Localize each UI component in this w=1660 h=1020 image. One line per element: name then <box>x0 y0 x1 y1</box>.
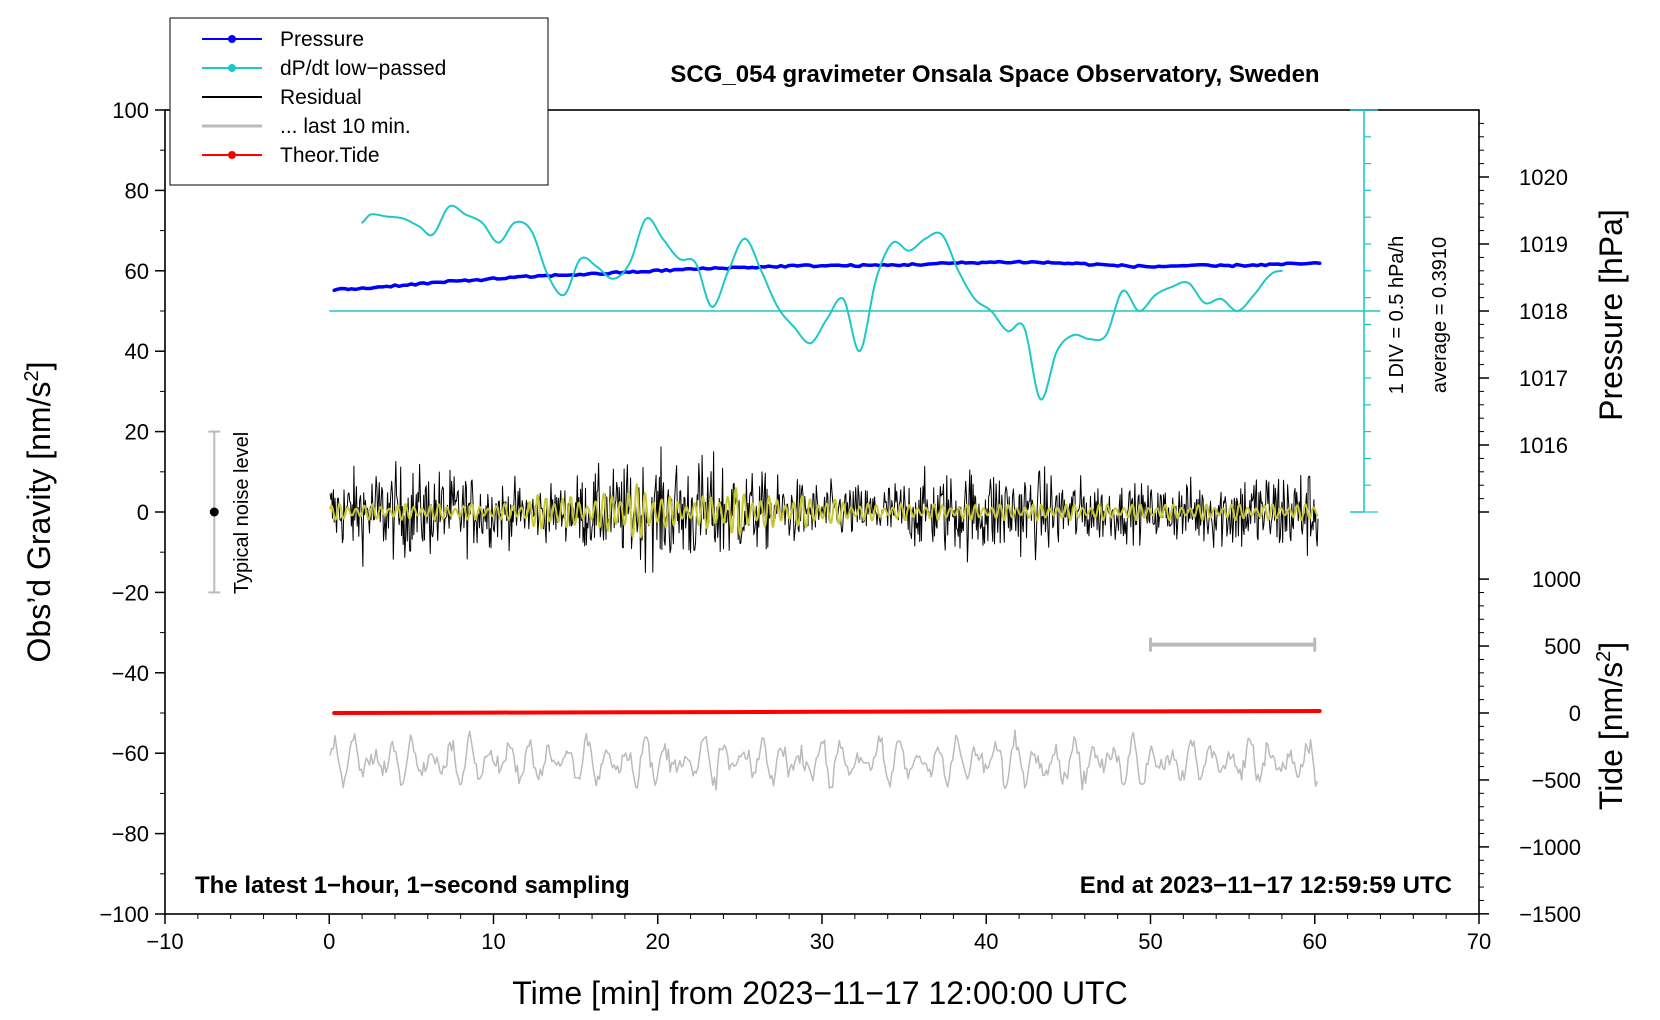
pressure-tick-label: 1019 <box>1519 232 1568 257</box>
x-tick-label: 20 <box>646 929 670 954</box>
y-tick-label: 20 <box>125 420 149 445</box>
y-tick-label: 80 <box>125 178 149 203</box>
legend-label: Theor.Tide <box>280 144 380 167</box>
legend: Pressure dP/dt low−passed Residual ... last… <box>169 17 549 186</box>
legend-marker <box>228 64 236 72</box>
y-tick-label: −60 <box>112 741 149 766</box>
chart-title: SCG_054 gravimeter Onsala Space Observat… <box>670 61 1319 88</box>
end-time-annotation: End at 2023−11−17 12:59:59 UTC <box>1080 872 1452 899</box>
pressure-series <box>332 259 1322 293</box>
legend-marker <box>228 35 236 43</box>
noise-level-label: Typical noise level <box>231 432 253 594</box>
tide-axis-title: Tide [nm/s2] <box>1593 642 1629 810</box>
tide-series <box>332 709 1322 715</box>
x-tick-label: 60 <box>1303 929 1327 954</box>
tick-layer: −10 0 10 20 30 40 50 60 70−100−80−60−40−20020406… <box>99 98 1581 954</box>
pressure-tick-label: 1018 <box>1519 299 1568 324</box>
y-tick-label: 0 <box>137 500 149 525</box>
pressure-tick-label: 1016 <box>1519 433 1568 458</box>
y-tick-label: −40 <box>112 661 149 686</box>
pressure-axis-title: Pressure [hPa] <box>1593 209 1629 421</box>
tide-tick-label: 0 <box>1569 701 1581 726</box>
tide-tick-label: −1500 <box>1519 902 1581 927</box>
x-axis-title: Time [min] from 2023−11−17 12:00:00 UTC <box>512 975 1127 1011</box>
pressure-tick-label: 1020 <box>1519 165 1568 190</box>
x-tick-label: 0 <box>323 929 335 954</box>
pressure-tick-label: 1017 <box>1519 366 1568 391</box>
tide-tick-label: −500 <box>1531 768 1581 793</box>
last10-series <box>329 729 1318 791</box>
scale-bar-division-label: 1 DIV = 0.5 hPa/h <box>1386 236 1408 394</box>
sampling-annotation: The latest 1−hour, 1−second sampling <box>195 872 630 899</box>
legend-marker <box>228 151 236 159</box>
y-tick-label: −20 <box>112 580 149 605</box>
legend-label: dP/dt low−passed <box>280 57 446 80</box>
x-tick-label: 50 <box>1138 929 1162 954</box>
y-tick-label: −100 <box>99 902 149 927</box>
y-tick-label: 60 <box>125 259 149 284</box>
dpdt-series <box>361 204 1283 401</box>
legend-label: Residual <box>280 86 362 109</box>
y-tick-label: 100 <box>112 98 149 123</box>
noise-level-center <box>209 507 219 517</box>
legend-label: ... last 10 min. <box>280 115 411 138</box>
x-tick-label: 30 <box>810 929 834 954</box>
scale-bar-average-label: average = 0.3910 <box>1429 237 1451 393</box>
y-tick-label: 40 <box>125 339 149 364</box>
tide-tick-label: −1000 <box>1519 835 1581 860</box>
data-layer <box>208 109 1381 791</box>
y-tick-label: −80 <box>112 822 149 847</box>
x-tick-label: 10 <box>481 929 505 954</box>
tide-tick-label: 1000 <box>1532 567 1581 592</box>
filtered-residual-series <box>329 483 1319 539</box>
tide-tick-label: 500 <box>1544 634 1581 659</box>
legend-label: Pressure <box>280 28 364 51</box>
residual-series <box>329 446 1319 573</box>
y-axis-title: Obs’d Gravity [nm/s2] <box>21 362 57 663</box>
x-tick-label: 70 <box>1467 929 1491 954</box>
x-tick-label: 40 <box>974 929 998 954</box>
x-tick-label: −10 <box>146 929 183 954</box>
